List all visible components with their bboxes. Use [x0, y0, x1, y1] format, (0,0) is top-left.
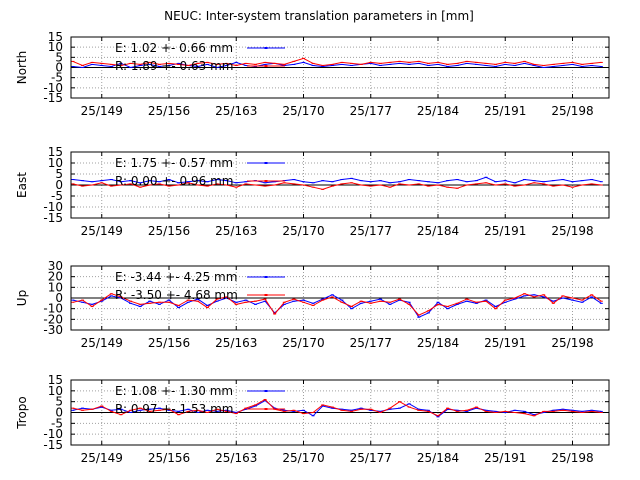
x-tick-label: 25/177 — [350, 336, 392, 350]
y-tick-label: 5 — [55, 50, 63, 64]
y-tick-label: 10 — [48, 280, 63, 294]
y-tick-label: -5 — [51, 189, 63, 203]
x-tick-label: 25/156 — [148, 224, 190, 238]
x-tick-label: 25/191 — [484, 104, 526, 118]
y-tick-label: 0 — [55, 178, 63, 192]
y-tick-label: -10 — [43, 427, 63, 441]
x-tick-label: 25/198 — [551, 224, 593, 238]
panel-up: 25/149 25/156 25/163 25/170 25/177 25/184 25/1… — [15, 259, 610, 350]
x-tick-label: 25/177 — [350, 451, 392, 465]
x-tick-label: 25/163 — [215, 104, 257, 118]
x-tick-label: 25/191 — [484, 336, 526, 350]
y-tick-label: -5 — [51, 71, 63, 85]
x-tick-label: 25/170 — [282, 336, 324, 350]
y-tick-label: 15 — [48, 145, 63, 159]
x-tick-label: 25/170 — [282, 224, 324, 238]
x-tick-label: 25/177 — [350, 104, 392, 118]
y-tick-label: 30 — [48, 259, 63, 273]
panel-north: 25/149 25/156 25/163 25/170 25/177 25/184 25/1… — [15, 30, 610, 118]
x-tick-label: 25/156 — [148, 104, 190, 118]
legend-label-e: E: 1.08 +- 1.30 mm — [115, 384, 233, 398]
x-tick-label: 25/163 — [215, 451, 257, 465]
x-tick-label: 25/149 — [81, 451, 123, 465]
x-tick-label: 25/163 — [215, 336, 257, 350]
y-tick-label: -20 — [43, 312, 63, 326]
x-tick-label: 25/170 — [282, 104, 324, 118]
x-tick-label: 25/191 — [484, 224, 526, 238]
y-axis-label: Tropo — [15, 396, 29, 430]
series-line-r — [72, 398, 602, 417]
y-tick-label: 10 — [48, 40, 63, 54]
x-tick-label: 25/149 — [81, 104, 123, 118]
legend-label-r: R: 0.00 +- 0.96 mm — [115, 174, 233, 188]
y-tick-label: 5 — [55, 395, 63, 409]
y-tick-label: -15 — [43, 438, 63, 452]
x-tick-label: 25/184 — [417, 336, 459, 350]
x-tick-label: 25/198 — [551, 336, 593, 350]
x-tick-label: 25/198 — [551, 451, 593, 465]
legend-label-r: R: 0.97 +- 1.53 mm — [115, 402, 233, 416]
x-tick-label: 25/163 — [215, 224, 257, 238]
y-tick-label: 5 — [55, 167, 63, 181]
series-line-e — [72, 176, 602, 184]
legend-label-r: R: -3.50 +- 4.68 mm — [115, 288, 238, 302]
x-tick-label: 25/149 — [81, 224, 123, 238]
y-tick-label: -10 — [43, 81, 63, 95]
legend-label-e: E: 1.75 +- 0.57 mm — [115, 156, 233, 170]
y-tick-label: 15 — [48, 373, 63, 387]
y-tick-label: -5 — [51, 416, 63, 430]
legend-label-r: R: 1.89 +- 0.63 mm — [115, 59, 233, 73]
series-line-e — [72, 61, 602, 69]
series-line-r — [72, 57, 602, 67]
x-tick-label: 25/170 — [282, 451, 324, 465]
y-axis-label: North — [15, 51, 29, 85]
y-tick-label: 10 — [48, 156, 63, 170]
chart-panels: 25/149 25/156 25/163 25/170 25/177 25/184 25/1… — [15, 30, 610, 465]
y-tick-label: 0 — [55, 61, 63, 75]
series-line-e — [72, 294, 602, 318]
y-tick-label: -15 — [43, 91, 63, 105]
panel-east: 25/149 25/156 25/163 25/170 25/177 25/184 25/1… — [15, 145, 610, 238]
chart-title: NEUC: Inter-system translation parameter… — [164, 9, 474, 23]
y-tick-label: -10 — [43, 302, 63, 316]
x-tick-label: 25/198 — [551, 104, 593, 118]
series-line-r — [72, 182, 602, 190]
plot-frame — [70, 265, 610, 331]
y-tick-label: 10 — [48, 384, 63, 398]
x-tick-label: 25/184 — [417, 451, 459, 465]
plot-frame — [70, 379, 610, 446]
series-line-r — [72, 293, 602, 316]
y-tick-label: 0 — [55, 406, 63, 420]
x-tick-label: 25/184 — [417, 224, 459, 238]
x-tick-label: 25/149 — [81, 336, 123, 350]
y-tick-label: -30 — [43, 323, 63, 337]
panel-tropo: 25/149 25/156 25/163 25/170 25/177 25/184 25/1… — [15, 373, 610, 465]
y-tick-label: 15 — [48, 30, 63, 44]
plot-frame — [70, 36, 610, 99]
legend-label-e: E: -3.44 +- 4.25 mm — [115, 270, 237, 284]
y-tick-label: -15 — [43, 211, 63, 225]
y-axis-label: East — [15, 172, 29, 198]
x-tick-label: 25/191 — [484, 451, 526, 465]
plot-frame — [70, 151, 610, 219]
y-tick-label: 20 — [48, 270, 63, 284]
y-axis-label: Up — [15, 290, 29, 306]
x-tick-label: 25/184 — [417, 104, 459, 118]
x-tick-label: 25/156 — [148, 336, 190, 350]
y-tick-label: 0 — [55, 291, 63, 305]
x-tick-label: 25/156 — [148, 451, 190, 465]
y-tick-label: -10 — [43, 200, 63, 214]
x-tick-label: 25/177 — [350, 224, 392, 238]
legend-label-e: E: 1.02 +- 0.66 mm — [115, 41, 233, 55]
